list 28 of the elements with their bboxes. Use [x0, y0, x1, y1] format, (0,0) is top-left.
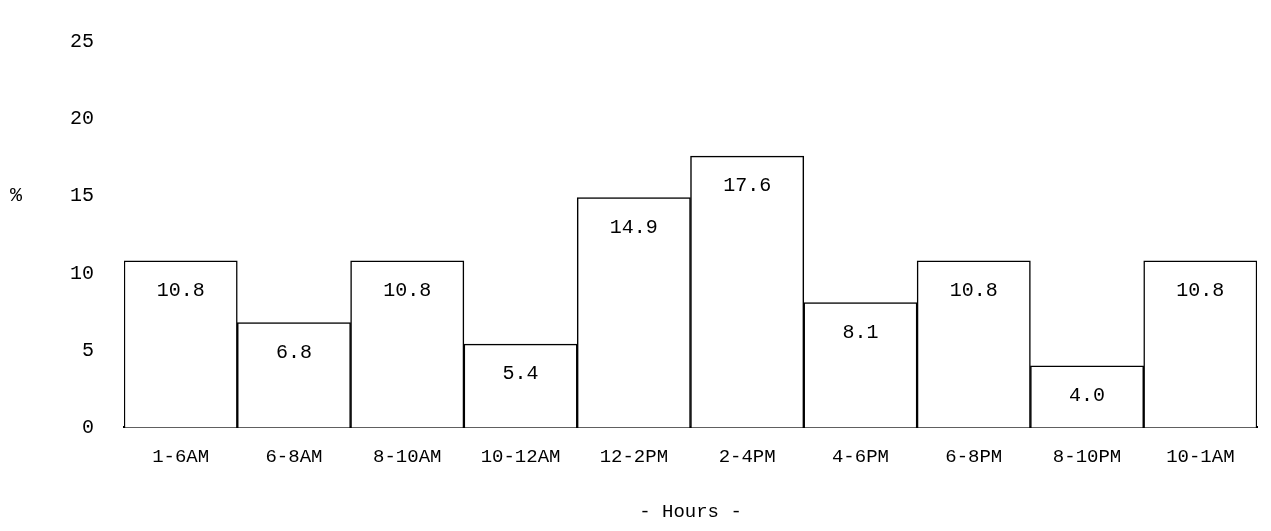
data-label: 8.1	[842, 320, 879, 344]
x-tick-label: 12-2PM	[599, 445, 669, 468]
data-label: 10.8	[383, 279, 432, 303]
y-tick-label: 20	[69, 107, 94, 131]
y-tick-label: 15	[69, 184, 94, 208]
data-label: 6.8	[275, 340, 312, 364]
x-tick-label: 8-10PM	[1052, 445, 1122, 468]
y-tick-label: 25	[69, 30, 94, 54]
x-tick-label: 6-8PM	[945, 445, 1003, 468]
x-tick-label: 2-4PM	[718, 445, 776, 468]
data-label: 17.6	[723, 174, 772, 198]
x-tick-label: 1-6AM	[152, 445, 210, 468]
data-label: 10.8	[156, 279, 205, 303]
x-tick-label: 4-6PM	[831, 445, 889, 468]
x-tick-label: 10-12AM	[480, 445, 561, 468]
y-axis-title: %	[9, 184, 23, 208]
y-tick-label: 5	[81, 338, 94, 362]
x-tick-label: 6-8AM	[265, 445, 323, 468]
x-axis-title: - Hours -	[639, 500, 742, 523]
y-tick-label: 0	[81, 415, 94, 439]
x-tick-label: 10-1AM	[1166, 445, 1235, 468]
data-label: 14.9	[609, 216, 658, 239]
y-tick-label: 10	[69, 261, 94, 285]
x-tick-label: 8-10AM	[373, 445, 442, 468]
data-label: 10.8	[949, 279, 998, 303]
data-label: 10.8	[1176, 279, 1225, 303]
data-label: 5.4	[502, 362, 539, 386]
data-label: 4.0	[1069, 384, 1106, 408]
